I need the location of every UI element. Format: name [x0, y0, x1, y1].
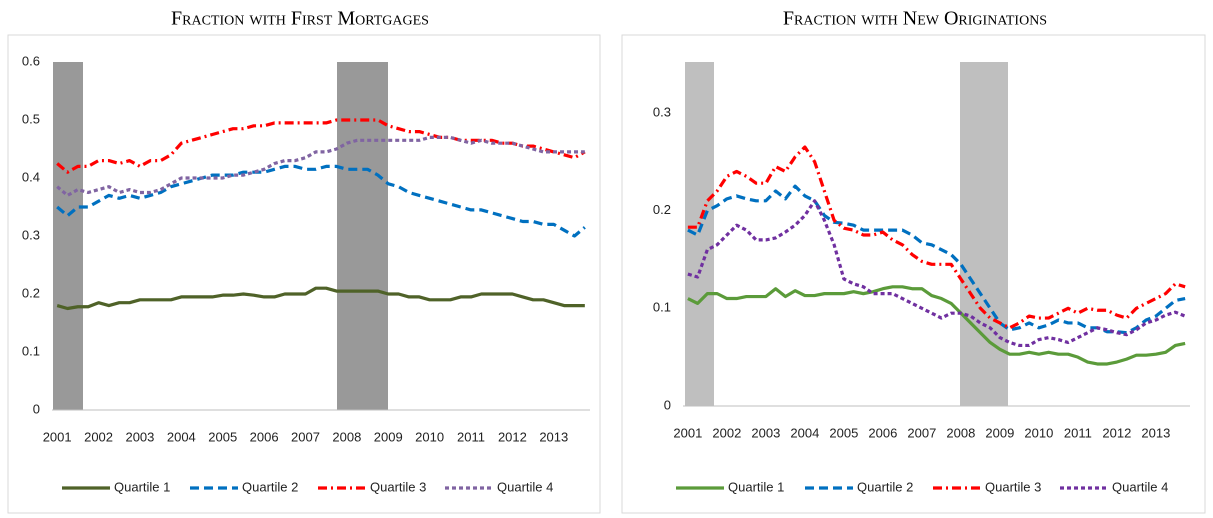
- x-tick-label: 2005: [208, 429, 237, 444]
- x-tick-label: 2013: [539, 429, 568, 444]
- y-tick-label: 0.1: [22, 343, 40, 358]
- x-tick-label: 2005: [829, 425, 858, 440]
- series-line: [56, 286, 585, 311]
- x-tick-label: 2003: [751, 425, 780, 440]
- y-tick-label: 0.2: [22, 285, 40, 300]
- recession-shade: [960, 62, 1008, 406]
- recession-shade: [685, 62, 714, 406]
- x-tick-label: 2002: [84, 429, 113, 444]
- panel-right: [621, 34, 1206, 514]
- x-tick-label: 2006: [868, 425, 897, 440]
- legend-label: Quartile 3: [370, 479, 426, 494]
- recession-shade: [53, 62, 83, 410]
- x-tick-label: 2007: [291, 429, 320, 444]
- x-tick-label: 2013: [1141, 425, 1170, 440]
- y-tick-label: 0.4: [22, 169, 40, 184]
- legend-label: Quartile 2: [242, 479, 298, 494]
- x-tick-label: 2003: [125, 429, 154, 444]
- x-tick-label: 2011: [1064, 425, 1092, 440]
- x-tick-label: 2001: [673, 425, 702, 440]
- series-line: [56, 135, 585, 197]
- legend-label: Quartile 4: [497, 479, 553, 494]
- y-tick-label: 0: [664, 397, 671, 412]
- y-tick-label: 0.2: [653, 202, 671, 217]
- legend-label: Quartile 2: [857, 479, 913, 494]
- y-tick-label: 0.3: [653, 104, 671, 119]
- x-tick-label: 2010: [1024, 425, 1053, 440]
- y-tick-label: 0.5: [22, 111, 40, 126]
- x-tick-label: 2008: [946, 425, 975, 440]
- x-tick-label: 2008: [332, 429, 361, 444]
- x-tick-label: 2004: [790, 425, 819, 440]
- legend-label: Quartile 1: [114, 479, 170, 494]
- x-tick-label: 2010: [415, 429, 444, 444]
- x-tick-label: 2012: [1102, 425, 1131, 440]
- x-tick-label: 2011: [457, 429, 485, 444]
- legend-label: Quartile 1: [728, 479, 784, 494]
- series-line: [56, 118, 586, 174]
- x-tick-label: 2009: [985, 425, 1014, 440]
- x-tick-label: 2001: [43, 429, 72, 444]
- chart-title: Fraction with First Mortgages: [171, 8, 429, 30]
- legend-label: Quartile 4: [1112, 479, 1168, 494]
- x-tick-label: 2006: [250, 429, 279, 444]
- series-line: [687, 145, 1186, 330]
- x-tick-label: 2012: [498, 429, 527, 444]
- x-tick-label: 2004: [167, 429, 196, 444]
- y-tick-label: 0.1: [653, 300, 671, 315]
- y-tick-label: 0: [33, 401, 40, 416]
- series-line: [687, 285, 1186, 366]
- recession-shade: [337, 62, 388, 410]
- x-tick-label: 2009: [374, 429, 403, 444]
- y-tick-label: 0.3: [22, 227, 40, 242]
- legend-label: Quartile 3: [985, 479, 1041, 494]
- series-line: [56, 164, 586, 238]
- x-tick-label: 2002: [712, 425, 741, 440]
- panel-left: [7, 34, 601, 514]
- series-line: [687, 184, 1186, 335]
- x-tick-label: 2007: [907, 425, 936, 440]
- chart-title: Fraction with New Originations: [783, 8, 1047, 30]
- y-tick-label: 0.6: [22, 53, 40, 68]
